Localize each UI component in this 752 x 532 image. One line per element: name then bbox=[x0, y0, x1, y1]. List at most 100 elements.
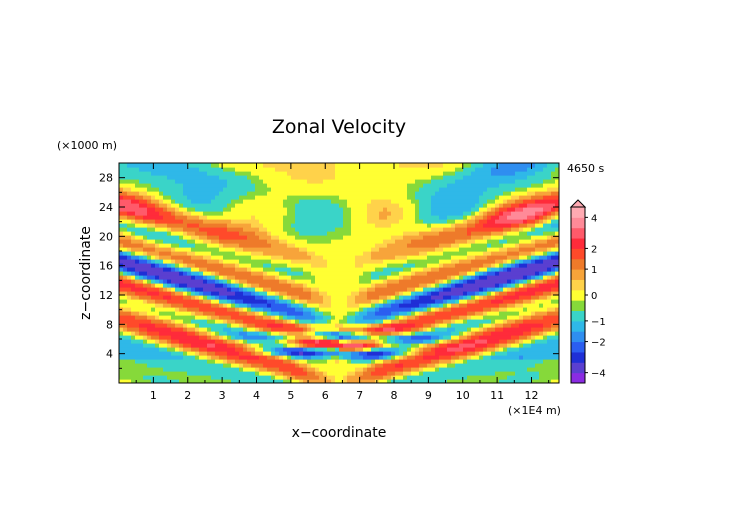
heatmap-cell bbox=[311, 279, 316, 284]
heatmap-cell bbox=[423, 207, 428, 212]
heatmap-cell bbox=[451, 231, 456, 236]
heatmap-cell bbox=[275, 183, 280, 188]
heatmap-cell bbox=[215, 315, 220, 320]
heatmap-cell bbox=[343, 363, 348, 368]
heatmap-cell bbox=[127, 259, 132, 264]
heatmap-cell bbox=[395, 283, 400, 288]
heatmap-cell bbox=[279, 379, 284, 383]
heatmap-cell bbox=[179, 263, 184, 268]
heatmap-cell bbox=[423, 359, 428, 364]
heatmap-cell bbox=[387, 207, 392, 212]
heatmap-cell bbox=[227, 235, 232, 240]
heatmap-cell bbox=[263, 323, 268, 328]
heatmap-cell bbox=[275, 335, 280, 340]
heatmap-cell bbox=[251, 199, 256, 204]
heatmap-cell bbox=[131, 195, 136, 200]
heatmap-cell bbox=[215, 303, 220, 308]
heatmap-cell bbox=[463, 271, 468, 276]
heatmap-cell bbox=[467, 323, 472, 328]
heatmap-cell bbox=[423, 307, 428, 312]
heatmap-cell bbox=[263, 219, 268, 224]
heatmap-cell bbox=[131, 175, 136, 180]
heatmap-cell bbox=[343, 175, 348, 180]
heatmap-cell bbox=[415, 171, 420, 176]
heatmap-cell bbox=[135, 259, 140, 264]
heatmap-cell bbox=[123, 279, 128, 284]
heatmap-cell bbox=[471, 375, 476, 380]
heatmap-cell bbox=[311, 319, 316, 324]
heatmap-cell bbox=[351, 291, 356, 296]
heatmap-cell bbox=[203, 235, 208, 240]
heatmap-cell bbox=[443, 283, 448, 288]
heatmap-cell bbox=[203, 179, 208, 184]
heatmap-cell bbox=[391, 295, 396, 300]
heatmap-cell bbox=[179, 271, 184, 276]
heatmap-cell bbox=[287, 271, 292, 276]
heatmap-cell bbox=[423, 355, 428, 360]
heatmap-cell bbox=[427, 279, 432, 284]
heatmap-cell bbox=[323, 191, 328, 196]
heatmap-cell bbox=[431, 275, 436, 280]
heatmap-cell bbox=[355, 327, 360, 332]
heatmap-cell bbox=[191, 359, 196, 364]
heatmap-cell bbox=[347, 363, 352, 368]
heatmap-cell bbox=[151, 359, 156, 364]
heatmap-cell bbox=[375, 267, 380, 272]
heatmap-cell bbox=[287, 251, 292, 256]
heatmap-cell bbox=[403, 335, 408, 340]
heatmap-cell bbox=[415, 259, 420, 264]
heatmap-cell bbox=[215, 279, 220, 284]
heatmap-cell bbox=[263, 315, 268, 320]
heatmap-cell bbox=[407, 195, 412, 200]
heatmap-cell bbox=[295, 347, 300, 352]
heatmap-cell bbox=[415, 179, 420, 184]
heatmap-cell bbox=[239, 367, 244, 372]
heatmap-cell bbox=[163, 363, 168, 368]
heatmap-cell bbox=[411, 359, 416, 364]
heatmap-cell bbox=[367, 251, 372, 256]
heatmap-cell bbox=[251, 187, 256, 192]
heatmap-cell bbox=[411, 347, 416, 352]
heatmap-cell bbox=[311, 311, 316, 316]
heatmap-cell bbox=[243, 331, 248, 336]
heatmap-cell bbox=[147, 223, 152, 228]
heatmap-cell bbox=[187, 359, 192, 364]
heatmap-cell bbox=[163, 199, 168, 204]
heatmap-cell bbox=[419, 195, 424, 200]
heatmap-cell bbox=[323, 255, 328, 260]
heatmap-cell bbox=[327, 263, 332, 268]
heatmap-cell bbox=[447, 187, 452, 192]
heatmap-cell bbox=[367, 263, 372, 268]
heatmap-cell bbox=[155, 335, 160, 340]
heatmap-cell bbox=[243, 311, 248, 316]
heatmap-cell bbox=[151, 331, 156, 336]
heatmap-cell bbox=[131, 315, 136, 320]
heatmap-cell bbox=[283, 175, 288, 180]
heatmap-cell bbox=[223, 223, 228, 228]
heatmap-cell bbox=[463, 319, 468, 324]
heatmap-cell bbox=[199, 199, 204, 204]
heatmap-cell bbox=[251, 287, 256, 292]
heatmap-cell bbox=[323, 315, 328, 320]
heatmap-cell bbox=[215, 379, 220, 383]
heatmap-cell bbox=[363, 359, 368, 364]
heatmap-cell bbox=[151, 259, 156, 264]
heatmap-cell bbox=[275, 235, 280, 240]
heatmap-cell bbox=[179, 351, 184, 356]
heatmap-cell bbox=[387, 175, 392, 180]
heatmap-cell bbox=[179, 347, 184, 352]
heatmap-cell bbox=[303, 203, 308, 208]
heatmap-cell bbox=[427, 231, 432, 236]
heatmap-cell bbox=[399, 351, 404, 356]
heatmap-cell bbox=[351, 207, 356, 212]
heatmap-cell bbox=[459, 259, 464, 264]
heatmap-cell bbox=[307, 191, 312, 196]
heatmap-cell bbox=[387, 291, 392, 296]
heatmap-cell bbox=[307, 227, 312, 232]
heatmap-cell bbox=[199, 299, 204, 304]
heatmap-cell bbox=[139, 211, 144, 216]
heatmap-cell bbox=[299, 363, 304, 368]
heatmap-cell bbox=[239, 195, 244, 200]
heatmap-cell bbox=[403, 347, 408, 352]
heatmap-cell bbox=[395, 363, 400, 368]
